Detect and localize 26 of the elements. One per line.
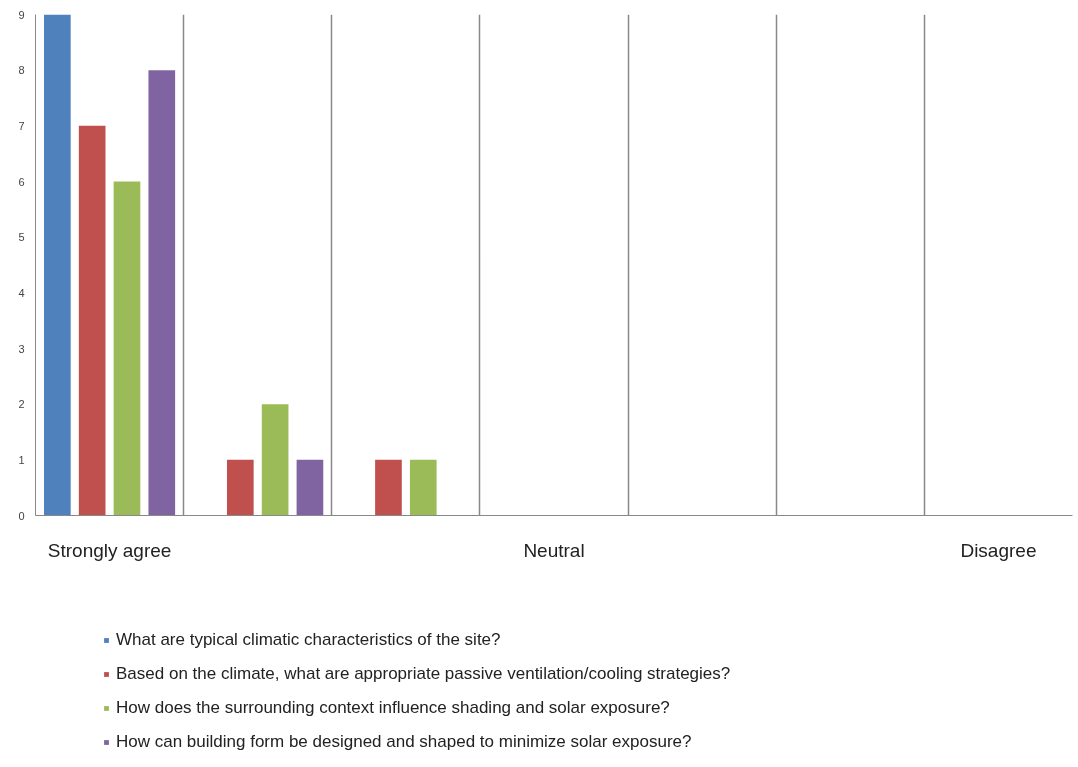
legend-label: What are typical climatic characteristics of the site? — [116, 630, 501, 650]
y-tick-label: 2 — [18, 398, 25, 411]
y-tick-label: 0 — [18, 509, 25, 522]
bar — [148, 70, 176, 516]
legend-label: How does the surrounding context influence shading and solar exposure? — [116, 698, 670, 718]
y-tick-label: 7 — [18, 119, 25, 132]
x-tick-label: Neutral — [523, 539, 585, 561]
y-tick-label: 8 — [18, 64, 25, 77]
y-tick-label: 9 — [18, 8, 25, 21]
legend-label: How can building form be designed and shaped to minimize solar exposure? — [116, 732, 692, 752]
y-tick-label: 4 — [18, 286, 25, 299]
bar — [78, 125, 106, 516]
bar — [261, 404, 289, 516]
y-tick-label: 6 — [18, 175, 25, 188]
y-tick-label: 5 — [18, 231, 25, 244]
bar — [409, 459, 437, 516]
bar — [226, 459, 254, 516]
bar — [44, 14, 71, 516]
x-tick-label: Disagree — [960, 539, 1037, 561]
bar — [113, 181, 141, 516]
legend-label: Based on the climate, what are appropriate passive ventilation/cooling strategies? — [116, 664, 731, 684]
x-tick-label: Strongly agree — [47, 539, 172, 561]
y-tick-label: 3 — [18, 342, 25, 355]
bar — [375, 459, 402, 516]
y-tick-label: 1 — [18, 453, 25, 466]
bar — [296, 459, 324, 516]
